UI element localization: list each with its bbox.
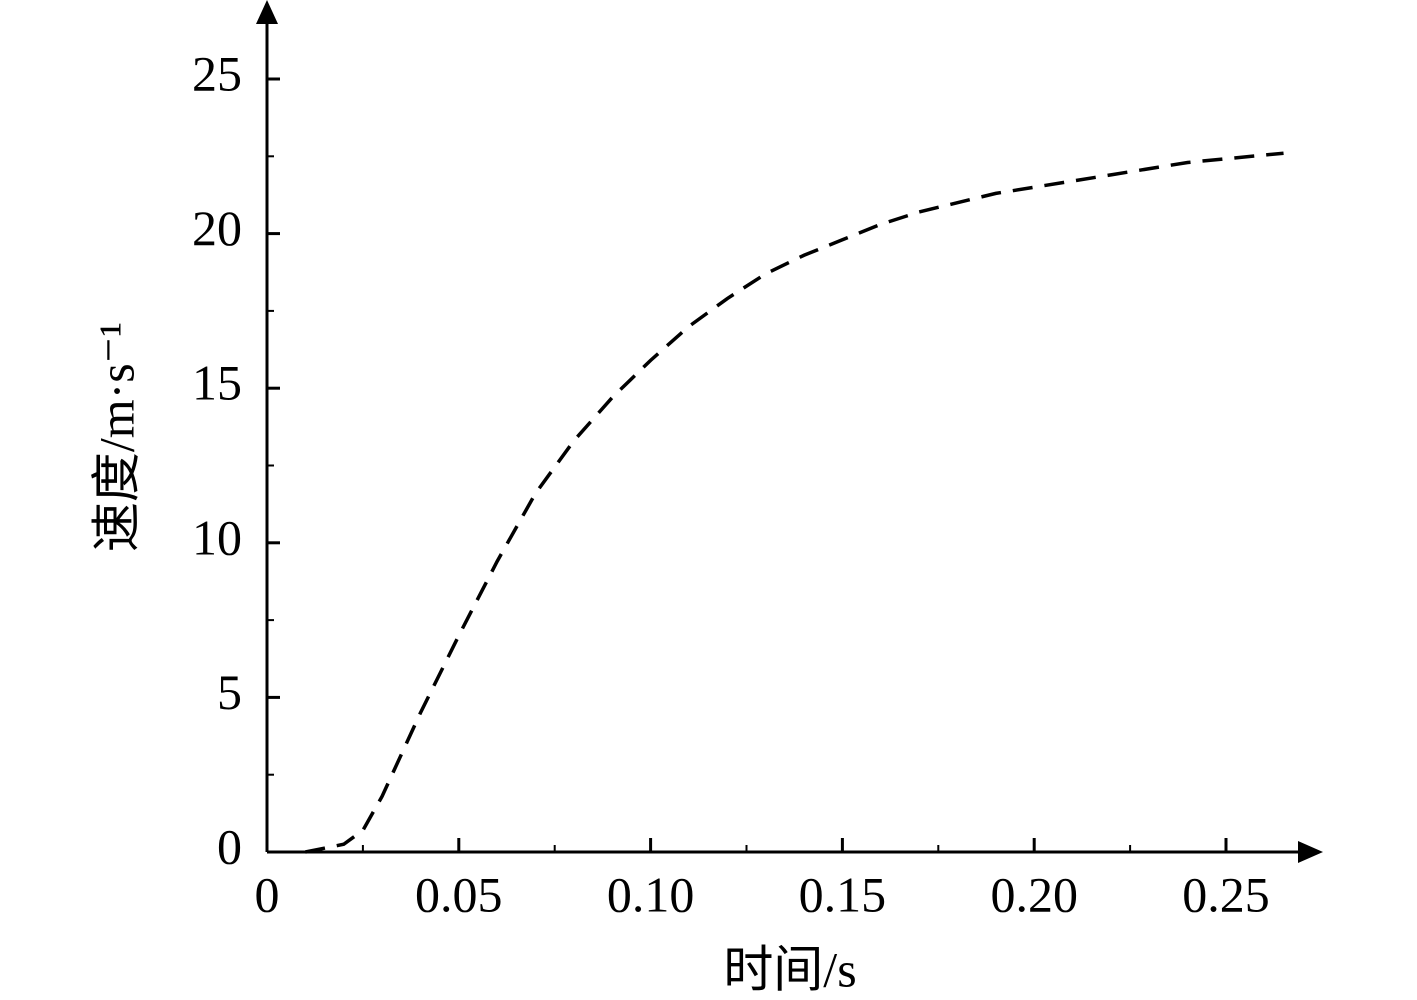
y-tick-label: 0: [217, 818, 242, 874]
x-tick-label: 0: [255, 866, 280, 922]
y-tick-label: 10: [192, 509, 242, 565]
x-axis-arrow: [1298, 841, 1323, 863]
x-tick-label: 0.05: [415, 866, 503, 922]
y-tick-label: 5: [217, 664, 242, 720]
x-axis-label: 时间/s: [723, 941, 856, 997]
x-tick-label: 0.20: [990, 866, 1078, 922]
x-tick-label: 0.10: [607, 866, 695, 922]
y-tick-label: 25: [192, 45, 242, 101]
y-tick-label: 15: [192, 355, 242, 411]
x-tick-label: 0.25: [1182, 866, 1270, 922]
y-axis-label: 速度/m·s⁻¹: [88, 322, 144, 552]
y-tick-label: 20: [192, 200, 242, 256]
y-axis-arrow: [256, 0, 278, 24]
data-line: [305, 151, 1284, 854]
x-tick-label: 0.15: [799, 866, 887, 922]
